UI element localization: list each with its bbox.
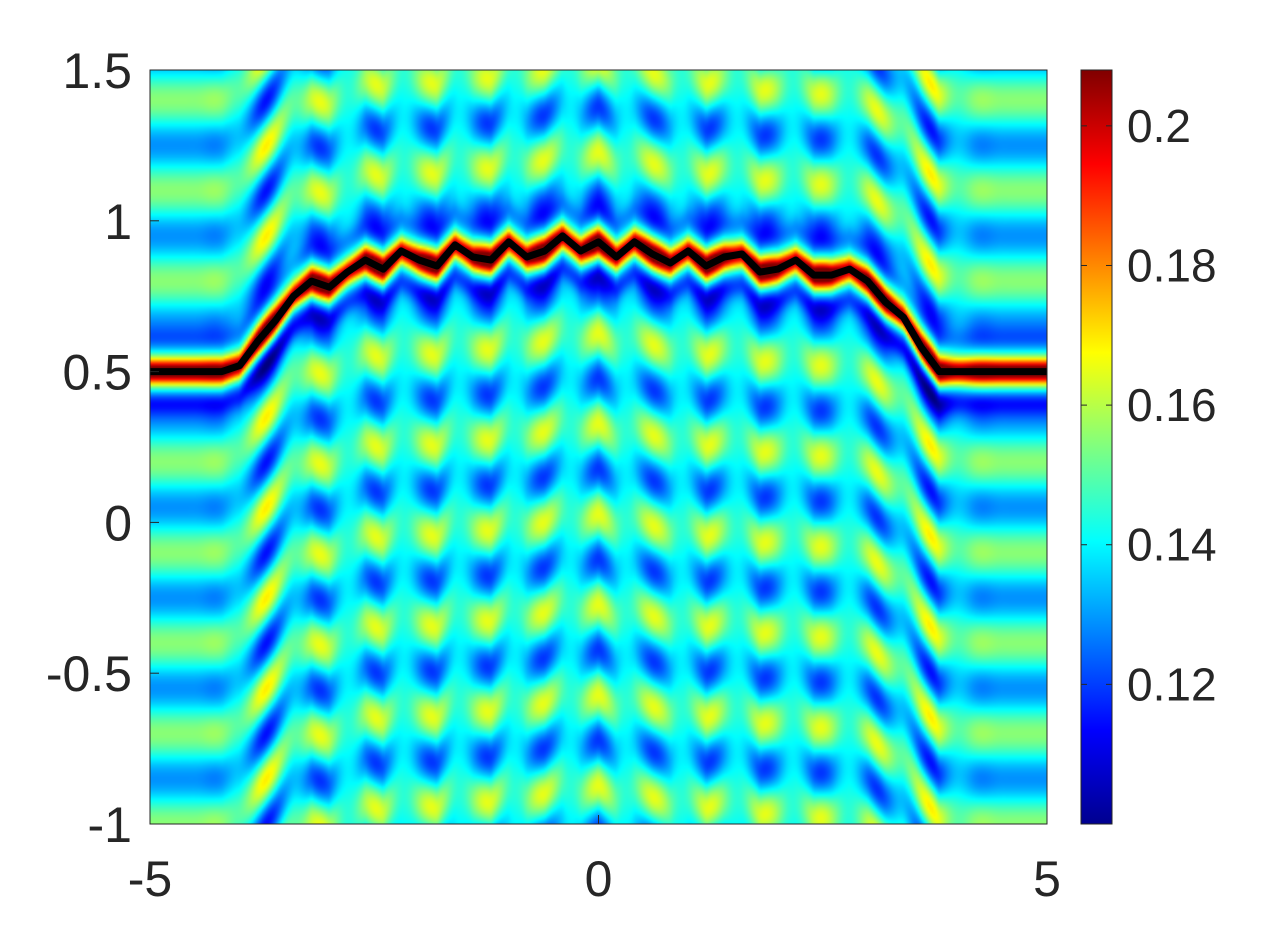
colorbar-tick-label: 0.14 bbox=[1127, 519, 1217, 571]
colorbar-tick-label: 0.12 bbox=[1127, 658, 1217, 710]
ridge-curve-layer bbox=[150, 232, 1047, 376]
colorbar-ticks: 0.12 0.14 0.16 0.18 0.2 bbox=[1081, 100, 1217, 710]
colorbar-tick-label: 0.18 bbox=[1127, 239, 1217, 291]
y-tick-label: -1 bbox=[88, 797, 132, 853]
heatmap-field bbox=[150, 70, 1047, 824]
colorbar-tick-label: 0.16 bbox=[1127, 379, 1217, 431]
y-tick-label: 0 bbox=[104, 495, 132, 551]
ridge-curve bbox=[150, 232, 1047, 376]
y-tick-label: 1.5 bbox=[62, 43, 132, 99]
y-tick-label: 1 bbox=[104, 194, 132, 250]
y-axis: -1 -0.5 0 0.5 1 1.5 bbox=[46, 43, 159, 853]
x-axis: -5 0 5 bbox=[128, 815, 1061, 907]
colorbar-gradient bbox=[1081, 70, 1112, 824]
y-tick-label: -0.5 bbox=[46, 646, 132, 702]
x-tick-label: 5 bbox=[1033, 851, 1061, 907]
plot-area bbox=[149, 69, 1048, 825]
x-tick-label: -5 bbox=[128, 851, 172, 907]
colorbar-frame bbox=[1080, 69, 1113, 825]
x-tick-label: 0 bbox=[585, 851, 613, 907]
y-tick-label: 0.5 bbox=[62, 345, 132, 401]
colorbar: 0.12 0.14 0.16 0.18 0.2 bbox=[1080, 69, 1217, 825]
colorbar-tick-label: 0.2 bbox=[1127, 100, 1191, 152]
